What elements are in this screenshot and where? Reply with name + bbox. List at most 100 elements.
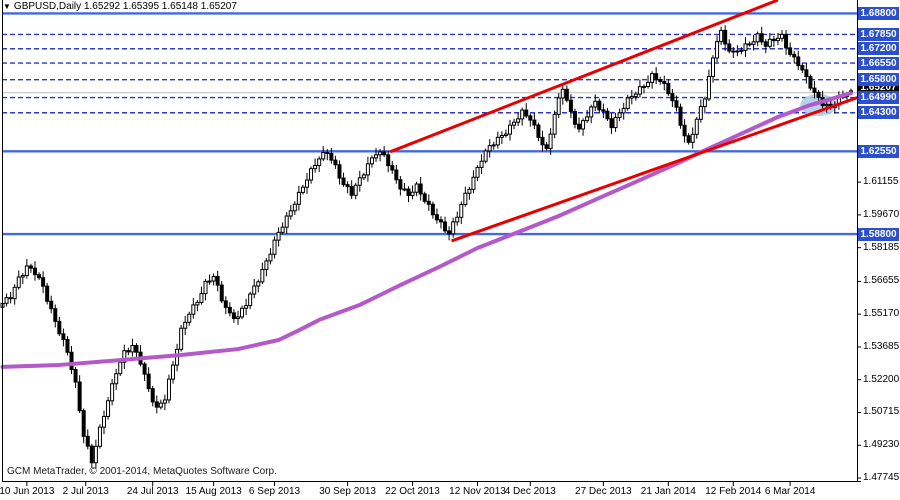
- candle-body: [118, 361, 123, 375]
- candle-body: [491, 144, 496, 147]
- candles-series: [0, 25, 854, 469]
- candle-body: [166, 378, 171, 401]
- candle-body: [723, 29, 728, 45]
- candle-body: [97, 426, 102, 447]
- candle-body: [93, 445, 98, 464]
- candle-body: [260, 268, 265, 283]
- candle-body: [629, 95, 634, 99]
- candle-body: [223, 300, 228, 308]
- candle-body: [694, 118, 699, 135]
- candle-body: [528, 115, 533, 121]
- candle-body: [613, 116, 618, 129]
- candle-body: [471, 176, 476, 190]
- candle-body: [824, 103, 829, 107]
- candle-body: [61, 333, 66, 340]
- moving-average-line[interactable]: [0, 91, 854, 369]
- candle-body: [564, 88, 569, 101]
- price-level-badge: 1.66550: [858, 56, 899, 70]
- candle-body: [89, 445, 94, 464]
- y-axis-tick-label: 1.61155: [863, 176, 899, 188]
- x-axis-date-label: 6 Mar 2014: [764, 486, 816, 497]
- candle-body: [134, 345, 139, 353]
- candle-body: [369, 157, 374, 165]
- candle-body: [520, 109, 525, 120]
- price-level-badge: 1.67850: [858, 27, 899, 41]
- x-axis-date-label: 24 Jul 2013: [126, 486, 179, 497]
- candle-body: [296, 191, 301, 205]
- candle-body: [240, 307, 245, 318]
- candle-body: [560, 88, 565, 99]
- candle-body: [775, 37, 780, 42]
- candle-body: [215, 276, 220, 286]
- candle-body: [536, 124, 541, 138]
- candle-body: [678, 106, 683, 126]
- candle-body: [146, 373, 151, 390]
- candle-body: [690, 133, 695, 143]
- price-level-badge: 1.67200: [858, 42, 899, 56]
- candle-body: [646, 81, 651, 87]
- candle-body: [280, 226, 285, 233]
- candle-body: [731, 50, 736, 53]
- candle-body: [556, 97, 561, 115]
- candle-body: [459, 204, 464, 218]
- candle-body: [345, 184, 350, 188]
- candle-body: [394, 169, 399, 181]
- x-axis-date-label: 15 Aug 2013: [185, 486, 242, 497]
- candle-body: [739, 49, 744, 52]
- price-level-badge: 1.58800: [858, 227, 899, 241]
- candle-body: [219, 284, 224, 302]
- candle-body: [337, 164, 342, 179]
- candle-body: [605, 110, 610, 120]
- candle-body: [41, 277, 46, 287]
- price-level-badge: 1.65800: [858, 73, 899, 87]
- candle-body: [654, 73, 659, 81]
- candle-body: [199, 293, 204, 303]
- candle-body: [670, 93, 675, 102]
- candle-body: [333, 159, 338, 166]
- candle-body: [633, 93, 638, 97]
- candle-body: [650, 73, 655, 83]
- candle-body: [727, 43, 732, 52]
- candle-body: [126, 350, 131, 353]
- copyright-text: GCM MetaTrader, © 2001-2014, MetaQuotes …: [7, 466, 277, 477]
- symbol-dropdown-icon[interactable]: ▼: [3, 2, 11, 11]
- candle-body: [711, 57, 715, 77]
- candle-body: [747, 43, 752, 46]
- candle-body: [788, 47, 793, 55]
- candle-body: [390, 165, 395, 171]
- candle-body: [378, 151, 383, 156]
- candle-body: [581, 120, 586, 130]
- candle-body: [816, 91, 821, 98]
- candle-body: [4, 297, 9, 304]
- trendline-lower[interactable]: [451, 82, 897, 243]
- x-axis-date-label: 10 Jun 2013: [0, 486, 55, 497]
- candle-body: [12, 286, 17, 300]
- candle-body: [8, 297, 13, 300]
- candle-body: [227, 306, 232, 314]
- candle-body: [715, 41, 720, 59]
- x-axis-date-label: 27 Dec 2013: [575, 486, 632, 497]
- candle-body: [85, 435, 90, 447]
- candle-body: [252, 285, 257, 295]
- price-level-badge: 1.64990: [858, 91, 899, 105]
- chart-title[interactable]: ▼ GBPUSD,Daily 1.65292 1.65395 1.65148 1.…: [3, 1, 237, 12]
- candle-body: [24, 265, 29, 276]
- candle-body: [808, 76, 813, 89]
- trendline-upper[interactable]: [389, 0, 779, 154]
- candle-body: [28, 265, 33, 269]
- candle-body: [503, 133, 508, 136]
- chart-symbol-period: GBPUSD,Daily: [13, 1, 82, 12]
- candle-body: [305, 179, 309, 188]
- candle-body: [179, 327, 184, 350]
- candle-body: [321, 151, 326, 160]
- y-axis-tick-label: 1.52200: [863, 373, 900, 385]
- candle-body: [77, 381, 82, 412]
- candle-body: [16, 276, 21, 288]
- x-axis-date-label: 30 Sep 2013: [319, 486, 376, 497]
- candle-body: [463, 192, 468, 206]
- candle-body: [284, 215, 289, 228]
- candle-body: [585, 116, 590, 122]
- candle-body: [231, 312, 236, 320]
